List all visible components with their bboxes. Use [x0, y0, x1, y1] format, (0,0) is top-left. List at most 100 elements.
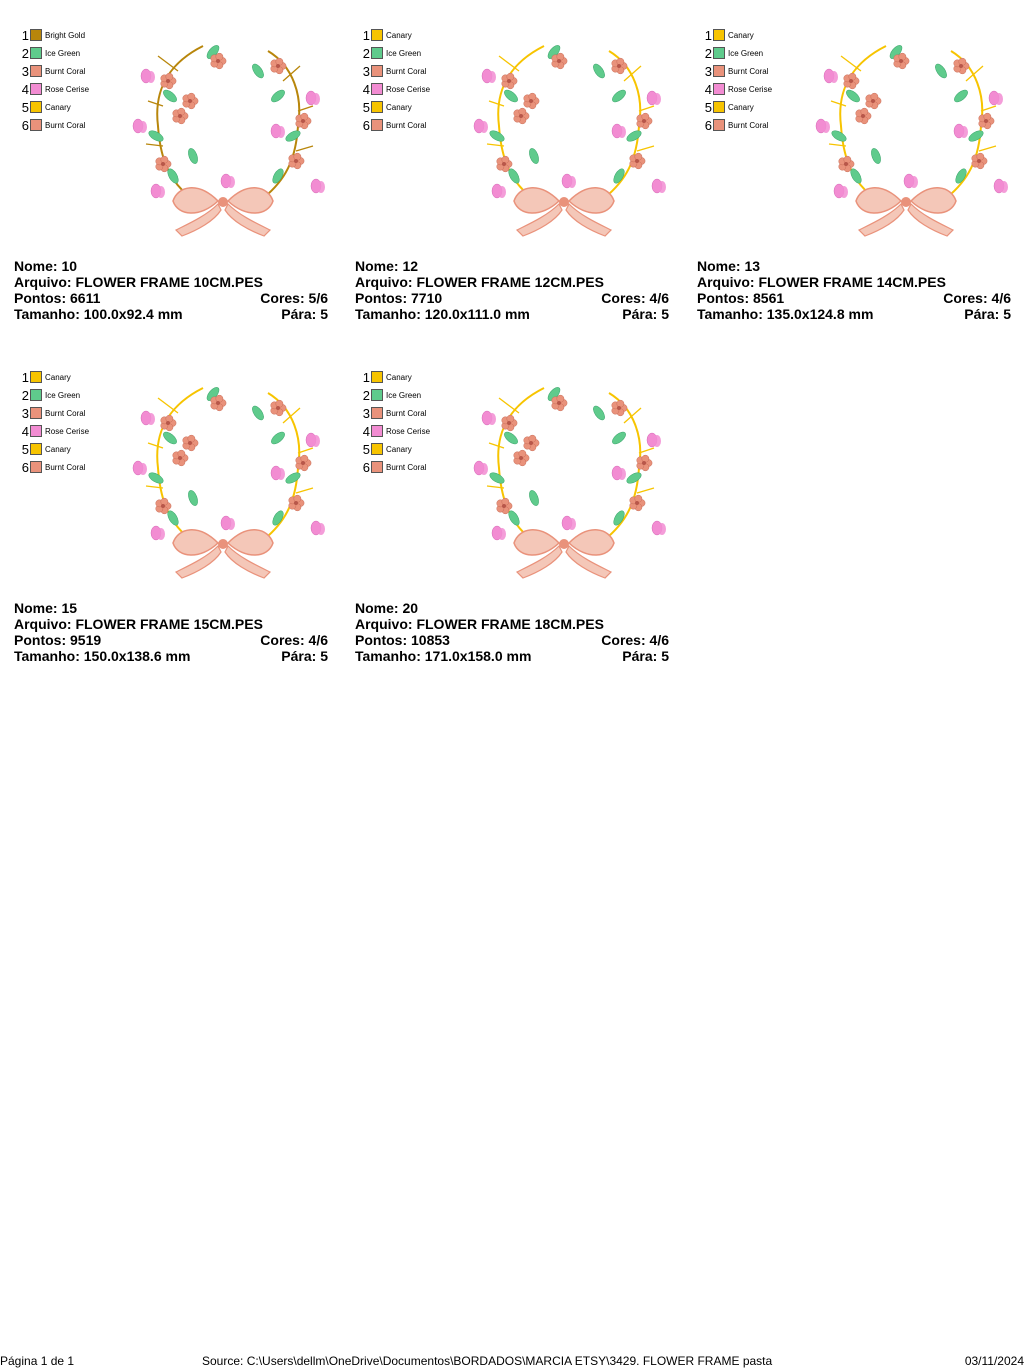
info-tamanho-value: 100.0x92.4 mm: [83, 306, 183, 322]
color-swatch: [371, 461, 383, 473]
info-arquivo-value: FLOWER FRAME 12CM.PES: [416, 274, 604, 290]
tulip-bud-icon: [491, 183, 506, 199]
tulip-bud-icon: [473, 118, 488, 134]
info-cores-label: Cores:: [260, 632, 305, 648]
legend-number: 6: [704, 117, 712, 133]
info-para-value: 5: [661, 306, 669, 322]
info-pontos-label: Pontos:: [355, 290, 408, 306]
embroidery-design-preview: [473, 45, 666, 237]
info-para-label: Pára:: [622, 648, 658, 664]
info-arquivo: Arquivo: FLOWER FRAME 15CM.PES: [14, 616, 263, 632]
flower-icon: [496, 497, 513, 515]
legend-number: 6: [362, 117, 370, 133]
leaf-icon: [206, 45, 220, 59]
legend-color-name: Burnt Coral: [45, 66, 86, 76]
bow-icon: [513, 187, 615, 237]
leaf-icon: [285, 130, 301, 142]
flower-icon: [551, 52, 568, 70]
legend-number: 1: [362, 27, 370, 43]
info-pontos: Pontos: 9519: [14, 632, 101, 648]
legend-number: 6: [362, 459, 370, 475]
tulip-bud-icon: [481, 410, 496, 426]
color-legend: 1 Canary 2 Ice Green 3 Burnt Coral 4 Rose Ceris…: [703, 26, 772, 134]
info-pontos-value: 6611: [70, 290, 101, 306]
tulip-bud-icon: [561, 173, 576, 189]
tulip-bud-icon: [132, 460, 147, 476]
flower-icon: [270, 399, 287, 417]
info-pontos-label: Pontos:: [14, 290, 67, 306]
color-legend: 1 Bright Gold 2 Ice Green 3 Burnt Coral 4 Rose …: [20, 26, 89, 134]
info-arquivo-label: Arquivo:: [355, 616, 413, 632]
legend-row: 1 Canary: [361, 368, 430, 386]
info-tamanho-label: Tamanho:: [355, 648, 421, 664]
legend-color-name: Burnt Coral: [386, 66, 427, 76]
color-swatch: [30, 65, 42, 77]
flower-icon: [210, 394, 227, 412]
legend-color-name: Ice Green: [728, 48, 764, 58]
tulip-bud-icon: [481, 68, 496, 84]
info-arquivo-value: FLOWER FRAME 10CM.PES: [75, 274, 263, 290]
footer-page: Página 1 de 1: [0, 1354, 75, 1368]
color-swatch: [30, 47, 42, 59]
info-tamanho-label: Tamanho:: [14, 648, 80, 664]
tulip-bud-icon: [646, 90, 661, 106]
info-tamanho-label: Tamanho:: [697, 306, 763, 322]
legend-number: 3: [362, 405, 370, 421]
legend-color-name: Canary: [728, 30, 754, 40]
footer-source: Source: C:\Users\dellm\OneDrive\Document…: [202, 1354, 773, 1368]
leaf-icon: [188, 148, 198, 164]
leaf-icon: [593, 63, 605, 79]
color-swatch: [371, 389, 383, 401]
embroidery-design-preview: [473, 387, 666, 579]
info-arquivo: Arquivo: FLOWER FRAME 10CM.PES: [14, 274, 263, 290]
info-arquivo-value: FLOWER FRAME 15CM.PES: [75, 616, 263, 632]
tulip-bud-icon: [953, 123, 968, 139]
legend-number: 4: [21, 81, 29, 97]
legend-row: 2 Ice Green: [20, 386, 89, 404]
flower-icon: [270, 57, 287, 75]
legend-row: 5 Canary: [361, 440, 430, 458]
leaf-icon: [613, 510, 625, 526]
leaf-icon: [272, 168, 284, 184]
color-swatch: [371, 101, 383, 113]
info-para-label: Pára:: [622, 306, 658, 322]
info-para: Pára: 5: [281, 648, 328, 664]
flower-icon: [501, 414, 518, 432]
legend-color-name: Burnt Coral: [386, 462, 427, 472]
legend-row: 1 Canary: [703, 26, 772, 44]
flower-icon: [843, 72, 860, 90]
design-info: Nome: 13 Arquivo: FLOWER FRAME 14CM.PES Po…: [697, 258, 1011, 322]
info-para: Pára: 5: [622, 648, 669, 664]
tulip-bud-icon: [903, 173, 918, 189]
legend-color-name: Canary: [728, 102, 754, 112]
legend-number: 2: [21, 45, 29, 61]
flower-icon: [496, 155, 513, 173]
flower-icon: [611, 399, 628, 417]
legend-number: 4: [362, 423, 370, 439]
legend-row: 5 Canary: [20, 98, 89, 116]
flower-icon: [182, 92, 199, 110]
legend-row: 2 Ice Green: [361, 386, 430, 404]
color-swatch: [371, 407, 383, 419]
legend-color-name: Canary: [386, 444, 412, 454]
flower-icon: [893, 52, 910, 70]
leaf-icon: [850, 168, 862, 184]
info-cores: Cores: 4/6: [601, 290, 669, 306]
legend-row: 6 Burnt Coral: [20, 116, 89, 134]
legend-color-name: Burnt Coral: [45, 408, 86, 418]
info-pontos: Pontos: 10853: [355, 632, 450, 648]
legend-number: 6: [21, 117, 29, 133]
design-info: Nome: 12 Arquivo: FLOWER FRAME 12CM.PES Po…: [355, 258, 669, 322]
embroidery-design-preview: [132, 387, 325, 579]
legend-number: 4: [21, 423, 29, 439]
flower-icon: [513, 449, 530, 467]
flower-icon: [523, 434, 540, 452]
info-tamanho-value: 150.0x138.6 mm: [83, 648, 191, 664]
legend-row: 5 Canary: [361, 98, 430, 116]
tulip-bud-icon: [815, 118, 830, 134]
leaf-icon: [489, 472, 505, 484]
design-card: 1 Canary 2 Ice Green 3 Burnt Coral 4 Rose Ceris…: [355, 26, 670, 326]
leaf-icon: [968, 130, 984, 142]
legend-number: 3: [704, 63, 712, 79]
design-info: Nome: 20 Arquivo: FLOWER FRAME 18CM.PES Po…: [355, 600, 669, 664]
